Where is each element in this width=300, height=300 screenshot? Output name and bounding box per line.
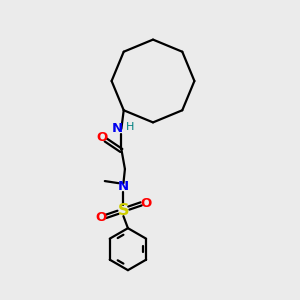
Text: H: H xyxy=(125,122,134,132)
Text: O: O xyxy=(141,197,152,210)
Text: N: N xyxy=(118,180,129,193)
Text: S: S xyxy=(118,203,129,218)
Text: O: O xyxy=(96,131,107,144)
Text: N: N xyxy=(112,122,123,135)
Text: O: O xyxy=(95,211,106,224)
